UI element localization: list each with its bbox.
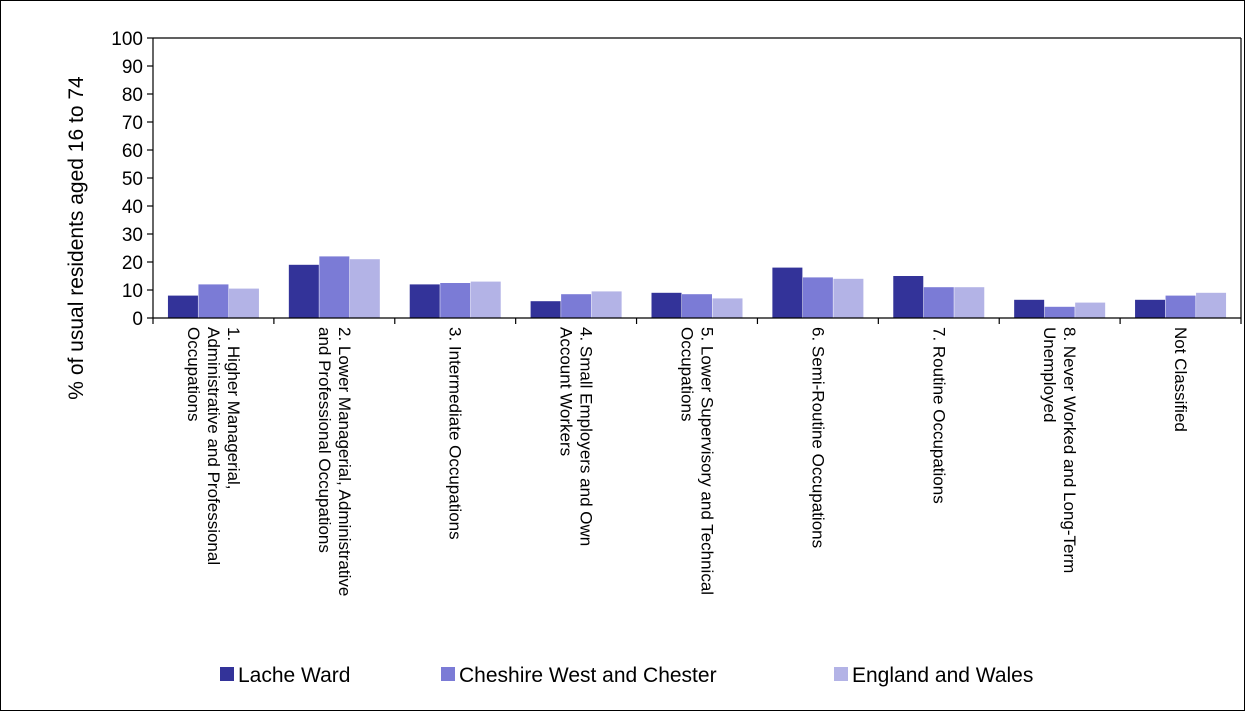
category-label: Occupations — [678, 327, 697, 422]
bar — [954, 287, 985, 318]
category-label: and Professional Occupations — [315, 327, 334, 553]
category-labels: 1. Higher Managerial,Administrative and … — [184, 327, 1190, 596]
category-label: Administrative and Professional — [204, 327, 223, 565]
bar — [1075, 302, 1106, 318]
y-tick-label: 100 — [111, 29, 143, 50]
bar — [167, 295, 198, 318]
x-axis-ticks — [152, 318, 1242, 324]
bar — [349, 259, 380, 318]
bar — [440, 283, 471, 318]
bars — [167, 256, 1227, 318]
bar — [1044, 306, 1075, 318]
y-tick-label: 70 — [122, 113, 143, 134]
bar — [561, 294, 592, 318]
category-label: Occupations — [184, 327, 203, 422]
y-axis-label-group: % of usual residents aged 16 to 74 — [65, 76, 88, 400]
y-tick-label: 40 — [122, 197, 143, 218]
bar — [1196, 292, 1227, 318]
axes — [152, 37, 1242, 319]
bar — [682, 294, 712, 318]
category-label: 1. Higher Managerial, — [224, 327, 243, 490]
category-label: 6. Semi-Routine Occupations — [808, 327, 827, 548]
bar — [288, 264, 319, 318]
y-axis-label: % of usual residents aged 16 to 74 — [65, 76, 88, 400]
category-label: 3. Intermediate Occupations — [446, 327, 465, 540]
legend-label: England and Wales — [852, 664, 1033, 687]
category-label: 2. Lower Managerial, Administrative — [335, 327, 354, 596]
bar — [772, 267, 803, 318]
category-label: 5. Lower Supervisory and Technical — [698, 327, 717, 595]
category-label: 4. Small Employers and Own — [577, 327, 596, 546]
bar — [228, 288, 259, 318]
bar — [530, 301, 561, 318]
y-tick-label: 30 — [122, 225, 143, 246]
bar — [319, 256, 350, 318]
category-label: 8. Never Worked and Long-Term — [1060, 327, 1079, 573]
bar — [923, 287, 954, 318]
bar — [833, 278, 864, 318]
legend: Lache Ward Cheshire West and Chester Engla… — [220, 664, 1033, 687]
y-tick-label: 20 — [122, 253, 143, 274]
legend-label: Cheshire West and Chester — [459, 664, 717, 687]
y-tick-label: 50 — [122, 169, 143, 190]
bar — [591, 291, 622, 318]
y-axis-ticks: 0 10 20 30 40 50 60 70 80 90 100 — [111, 29, 153, 330]
y-tick-label: 0 — [132, 309, 143, 330]
category-label: 7. Routine Occupations — [929, 327, 948, 504]
bar — [802, 277, 833, 318]
bar — [1014, 299, 1045, 318]
bar — [198, 284, 229, 318]
bar — [651, 292, 682, 318]
bar — [712, 298, 743, 318]
bar — [409, 284, 440, 318]
y-tick-label: 10 — [122, 281, 143, 302]
category-label: Account Workers — [557, 327, 576, 456]
y-tick-label: 60 — [122, 141, 143, 162]
y-tick-label: 90 — [122, 57, 143, 78]
category-label: Not Classified — [1171, 327, 1190, 432]
category-label: Unemployed — [1040, 327, 1059, 422]
legend-swatch — [220, 667, 234, 681]
y-tick-label: 80 — [122, 85, 143, 106]
bar — [1165, 295, 1196, 318]
bar — [470, 281, 501, 318]
legend-label: Lache Ward — [238, 664, 350, 687]
bar — [893, 276, 924, 318]
bar — [1135, 299, 1166, 318]
legend-swatch — [441, 667, 455, 681]
legend-swatch — [834, 667, 848, 681]
